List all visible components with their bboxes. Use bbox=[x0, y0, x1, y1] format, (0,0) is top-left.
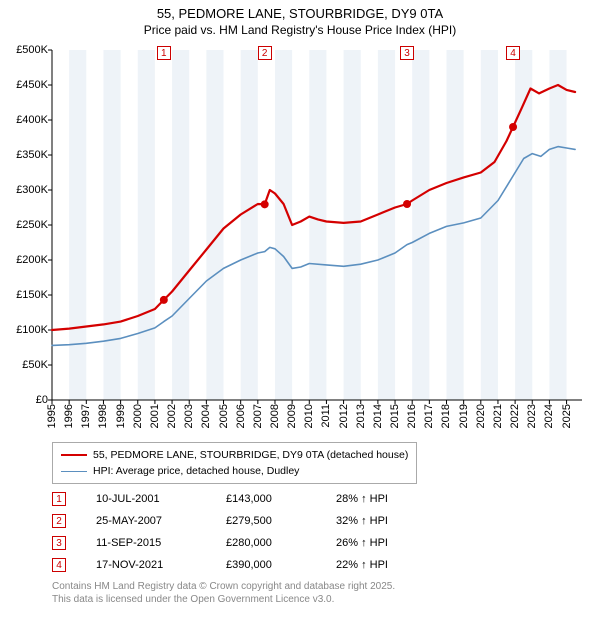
y-tick-label: £350K bbox=[16, 149, 48, 161]
transaction-marker: 2 bbox=[52, 514, 66, 528]
x-tick-label: 2001 bbox=[149, 404, 161, 428]
sale-marker-box: 3 bbox=[400, 46, 414, 60]
x-tick-label: 2009 bbox=[286, 404, 298, 428]
legend-swatch bbox=[61, 454, 87, 456]
x-tick-label: 2020 bbox=[475, 404, 487, 428]
y-tick-label: £150K bbox=[16, 289, 48, 301]
transaction-row: 4 17-NOV-2021£390,00022% ↑ HPI bbox=[52, 554, 426, 576]
x-tick-label: 1998 bbox=[97, 404, 109, 428]
sale-marker-box: 1 bbox=[157, 46, 171, 60]
x-tick-label: 2004 bbox=[200, 404, 212, 428]
transaction-date: 25-MAY-2007 bbox=[96, 515, 226, 527]
transaction-price: £143,000 bbox=[226, 493, 336, 505]
sale-marker-box: 2 bbox=[258, 46, 272, 60]
transaction-price: £280,000 bbox=[226, 537, 336, 549]
legend-label: 55, PEDMORE LANE, STOURBRIDGE, DY9 0TA (… bbox=[93, 447, 408, 463]
transactions-table: 1 10-JUL-2001£143,00028% ↑ HPI 2 25-MAY-200… bbox=[52, 488, 426, 576]
legend: 55, PEDMORE LANE, STOURBRIDGE, DY9 0TA (… bbox=[52, 442, 417, 484]
transaction-price: £279,500 bbox=[226, 515, 336, 527]
x-tick-label: 2003 bbox=[183, 404, 195, 428]
footer-line2: This data is licensed under the Open Gov… bbox=[52, 593, 395, 606]
y-tick-label: £450K bbox=[16, 79, 48, 91]
legend-label: HPI: Average price, detached house, Dudl… bbox=[93, 463, 299, 479]
x-tick-label: 2006 bbox=[235, 404, 247, 428]
transaction-row: 2 25-MAY-2007£279,50032% ↑ HPI bbox=[52, 510, 426, 532]
title-block: 55, PEDMORE LANE, STOURBRIDGE, DY9 0TA P… bbox=[0, 0, 600, 37]
x-tick-label: 2008 bbox=[269, 404, 281, 428]
footer: Contains HM Land Registry data © Crown c… bbox=[52, 580, 395, 606]
footer-line1: Contains HM Land Registry data © Crown c… bbox=[52, 580, 395, 593]
y-tick-label: £250K bbox=[16, 219, 48, 231]
x-tick-label: 1997 bbox=[80, 404, 92, 428]
chart-container: 55, PEDMORE LANE, STOURBRIDGE, DY9 0TA P… bbox=[0, 0, 600, 620]
x-tick-label: 2025 bbox=[561, 404, 573, 428]
transaction-date: 10-JUL-2001 bbox=[96, 493, 226, 505]
x-tick-label: 2014 bbox=[372, 404, 384, 428]
x-tick-label: 2012 bbox=[338, 404, 350, 428]
x-tick-label: 1999 bbox=[115, 404, 127, 428]
x-tick-label: 2002 bbox=[166, 404, 178, 428]
x-tick-label: 2024 bbox=[543, 404, 555, 428]
transaction-marker: 1 bbox=[52, 492, 66, 506]
x-tick-label: 2015 bbox=[389, 404, 401, 428]
transaction-pct: 28% ↑ HPI bbox=[336, 493, 426, 505]
x-tick-label: 2013 bbox=[355, 404, 367, 428]
x-tick-label: 2018 bbox=[440, 404, 452, 428]
transaction-pct: 22% ↑ HPI bbox=[336, 559, 426, 571]
transaction-marker: 4 bbox=[52, 558, 66, 572]
chart-area: £0£50K£100K£150K£200K£250K£300K£350K£400… bbox=[52, 50, 582, 400]
transaction-row: 1 10-JUL-2001£143,00028% ↑ HPI bbox=[52, 488, 426, 510]
x-tick-label: 1995 bbox=[46, 404, 58, 428]
transaction-price: £390,000 bbox=[226, 559, 336, 571]
x-tick-label: 2011 bbox=[320, 404, 332, 428]
y-tick-label: £100K bbox=[16, 324, 48, 336]
y-tick-label: £300K bbox=[16, 184, 48, 196]
transaction-marker: 3 bbox=[52, 536, 66, 550]
legend-row: 55, PEDMORE LANE, STOURBRIDGE, DY9 0TA (… bbox=[61, 447, 408, 463]
x-tick-label: 2007 bbox=[252, 404, 264, 428]
x-tick-label: 2023 bbox=[526, 404, 538, 428]
x-tick-label: 2016 bbox=[406, 404, 418, 428]
x-tick-label: 2019 bbox=[458, 404, 470, 428]
x-tick-label: 2000 bbox=[132, 404, 144, 428]
legend-row: HPI: Average price, detached house, Dudl… bbox=[61, 463, 408, 479]
x-tick-label: 2022 bbox=[509, 404, 521, 428]
y-tick-label: £50K bbox=[22, 359, 48, 371]
x-tick-label: 2005 bbox=[218, 404, 230, 428]
transaction-date: 17-NOV-2021 bbox=[96, 559, 226, 571]
transaction-date: 11-SEP-2015 bbox=[96, 537, 226, 549]
y-tick-label: £500K bbox=[16, 44, 48, 56]
transaction-row: 3 11-SEP-2015£280,00026% ↑ HPI bbox=[52, 532, 426, 554]
y-tick-label: £400K bbox=[16, 114, 48, 126]
x-tick-label: 2021 bbox=[492, 404, 504, 428]
title-subtitle: Price paid vs. HM Land Registry's House … bbox=[0, 23, 600, 37]
x-tick-label: 2017 bbox=[423, 404, 435, 428]
x-tick-label: 2010 bbox=[303, 404, 315, 428]
sale-marker-box: 4 bbox=[506, 46, 520, 60]
legend-swatch bbox=[61, 471, 87, 472]
transaction-pct: 26% ↑ HPI bbox=[336, 537, 426, 549]
y-tick-label: £200K bbox=[16, 254, 48, 266]
transaction-pct: 32% ↑ HPI bbox=[336, 515, 426, 527]
title-address: 55, PEDMORE LANE, STOURBRIDGE, DY9 0TA bbox=[0, 6, 600, 21]
chart-svg bbox=[52, 50, 582, 400]
x-tick-label: 1996 bbox=[63, 404, 75, 428]
